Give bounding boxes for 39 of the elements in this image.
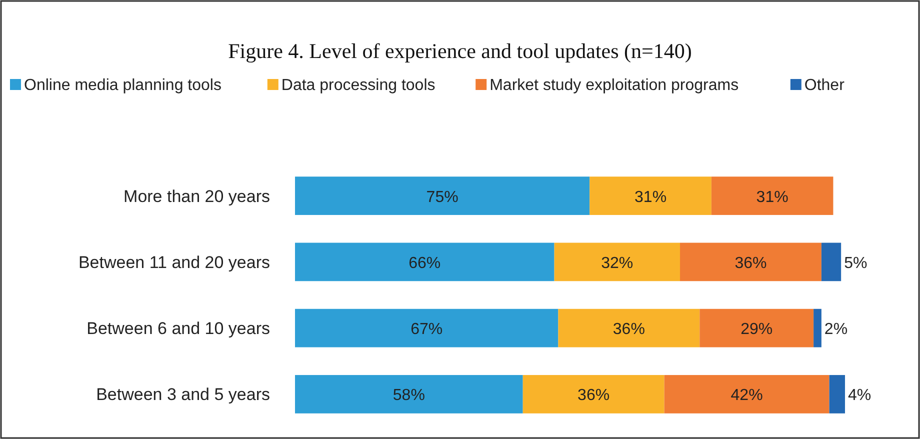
bar xyxy=(558,308,700,348)
data-label: 36% xyxy=(734,254,767,272)
y-tick-label: Between 3 and 5 years xyxy=(96,385,270,404)
data-label: 36% xyxy=(578,387,610,404)
y-tick-label: Between 6 and 10 years xyxy=(86,319,270,338)
data-label: 4% xyxy=(848,387,872,404)
bar xyxy=(821,242,842,282)
data-label: 58% xyxy=(392,387,425,404)
legend-label: Market study exploitation programs xyxy=(490,77,739,94)
data-label: 31% xyxy=(634,188,667,206)
bar xyxy=(295,176,590,215)
legend-label: Online media planning tools xyxy=(24,77,222,94)
data-label: 31% xyxy=(756,188,788,206)
data-label: 36% xyxy=(612,321,645,338)
bar xyxy=(700,308,814,348)
bar xyxy=(295,375,523,414)
data-label: 42% xyxy=(730,387,763,404)
y-tick-label: Between 11 and 20 years xyxy=(78,252,270,272)
y-tick-label: More than 20 years xyxy=(124,186,270,206)
bar xyxy=(295,308,558,348)
bar xyxy=(711,176,834,215)
data-label: 29% xyxy=(740,321,773,338)
bar xyxy=(664,375,830,414)
legend-label: Other xyxy=(804,77,846,94)
bar xyxy=(554,242,680,282)
data-label: 67% xyxy=(410,321,443,338)
chart-title: Figure 4. Level of experience and tool updates (n=140) xyxy=(228,39,692,63)
bar xyxy=(680,242,822,282)
bar xyxy=(814,308,822,348)
data-label: 2% xyxy=(824,321,848,338)
data-label: 66% xyxy=(408,254,441,272)
data-label: 75% xyxy=(426,188,458,206)
bar xyxy=(590,176,712,215)
bar xyxy=(295,242,554,282)
bar xyxy=(522,375,664,414)
data-label: 32% xyxy=(601,254,634,272)
legend-label: Data processing tools xyxy=(281,77,436,94)
data-label: 5% xyxy=(844,254,868,272)
bar xyxy=(829,375,845,414)
